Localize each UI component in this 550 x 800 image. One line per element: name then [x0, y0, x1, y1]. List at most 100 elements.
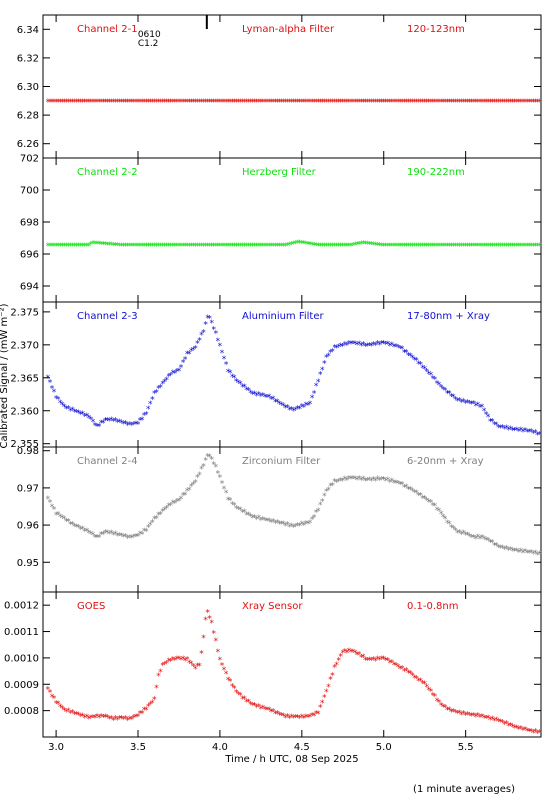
data-point: *: [394, 343, 399, 353]
data-point: *: [160, 661, 165, 671]
data-point: *: [107, 241, 112, 251]
data-point: *: [414, 489, 419, 499]
data-point: *: [408, 486, 413, 496]
data-point: *: [359, 342, 364, 352]
data-point: *: [117, 98, 122, 108]
data-point: *: [416, 360, 421, 370]
data-point: *: [343, 475, 348, 485]
data-point: *: [85, 412, 90, 422]
y-tick-label: 6.30: [17, 82, 39, 93]
data-point: *: [379, 340, 384, 350]
data-point: *: [287, 523, 292, 533]
data-point: *: [152, 695, 157, 705]
panel-band-label: 120-123nm: [407, 24, 465, 35]
data-point: *: [365, 240, 370, 250]
data-point: *: [492, 717, 497, 727]
data-point: *: [459, 711, 464, 721]
data-point: *: [502, 242, 507, 252]
data-point: *: [306, 401, 311, 411]
data-point: *: [259, 98, 264, 108]
data-point: *: [398, 242, 403, 252]
data-point: *: [234, 505, 239, 515]
data-point: *: [66, 707, 71, 717]
data-point: *: [117, 715, 122, 725]
data-point: *: [351, 242, 356, 252]
data-point: *: [396, 480, 401, 490]
data-point: *: [494, 541, 499, 551]
data-point: *: [58, 703, 63, 713]
data-point: *: [451, 242, 456, 252]
data-point: *: [150, 699, 155, 709]
data-point: *: [334, 478, 339, 488]
data-point: *: [58, 513, 63, 523]
data-point: *: [74, 408, 79, 418]
data-point: *: [199, 650, 204, 660]
flare-annotation: 0610: [138, 30, 161, 40]
data-point: *: [484, 536, 489, 546]
data-point: *: [498, 424, 503, 434]
data-point: *: [404, 483, 409, 493]
data-point: *: [252, 514, 257, 524]
data-point: *: [95, 533, 100, 543]
data-point: *: [369, 657, 374, 667]
data-point: *: [68, 407, 73, 417]
data-point: *: [533, 429, 538, 439]
data-point: *: [283, 98, 288, 108]
data-point: *: [322, 242, 327, 252]
data-point: *: [519, 426, 524, 436]
data-point: *: [480, 98, 485, 108]
data-point: *: [289, 522, 294, 532]
data-point: *: [83, 242, 88, 252]
data-point: *: [537, 430, 542, 440]
data-point: *: [150, 396, 155, 406]
data-point: *: [490, 242, 495, 252]
data-point: *: [439, 384, 444, 394]
data-point: *: [244, 242, 249, 252]
data-point: *: [504, 720, 509, 730]
data-point: *: [529, 98, 534, 108]
data-point: *: [386, 476, 391, 486]
data-point: *: [91, 714, 96, 724]
data-point: *: [484, 98, 489, 108]
data-point: *: [173, 98, 178, 108]
data-point: *: [494, 98, 499, 108]
data-point: *: [228, 242, 233, 252]
data-point: *: [529, 727, 534, 737]
data-point: *: [218, 98, 223, 108]
data-point: *: [232, 374, 237, 384]
data-point: *: [244, 98, 249, 108]
data-point: *: [318, 98, 323, 108]
data-point: *: [195, 98, 200, 108]
data-point: *: [46, 495, 51, 505]
data-point: *: [298, 522, 303, 532]
data-point: *: [513, 547, 518, 557]
data-point: *: [269, 708, 274, 718]
data-point: *: [447, 520, 452, 530]
data-point: *: [183, 98, 188, 108]
data-point: *: [166, 657, 171, 667]
data-point: *: [138, 98, 143, 108]
data-point: *: [93, 98, 98, 108]
data-point: *: [95, 712, 100, 722]
data-point: *: [289, 405, 294, 415]
data-point: *: [101, 530, 106, 540]
data-point: *: [537, 728, 542, 738]
data-point: *: [320, 366, 325, 376]
data-point: *: [50, 242, 55, 252]
data-point: *: [523, 548, 528, 558]
data-point: *: [418, 361, 423, 371]
data-point: *: [437, 507, 442, 517]
data-point: *: [175, 497, 180, 507]
data-point: *: [486, 242, 491, 252]
data-point: *: [312, 712, 317, 722]
data-point: *: [341, 649, 346, 659]
data-point: *: [156, 672, 161, 682]
data-point: *: [314, 709, 319, 719]
data-point: *: [134, 242, 139, 252]
data-point: *: [181, 358, 186, 368]
data-point: *: [531, 729, 536, 739]
data-point: *: [427, 686, 432, 696]
data-point: *: [78, 525, 83, 535]
data-point: *: [488, 417, 493, 427]
data-point: *: [226, 368, 231, 378]
